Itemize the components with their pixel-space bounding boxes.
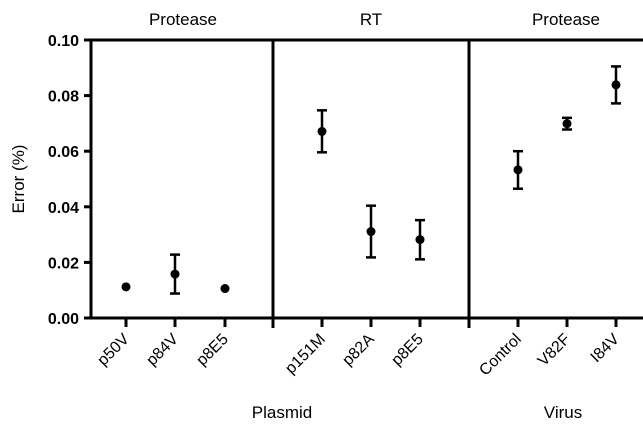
x-tick-label: Control xyxy=(476,331,524,379)
x-tick-label: V82F xyxy=(535,331,574,370)
group-label-virus: Virus xyxy=(544,403,582,422)
y-axis-label: Error (%) xyxy=(9,145,28,214)
y-tick-label: 0.00 xyxy=(48,311,79,328)
data-point xyxy=(366,227,376,237)
x-tick-label: I84V xyxy=(588,331,624,367)
y-tick-label: 0.04 xyxy=(48,200,79,217)
y-tick-label: 0.10 xyxy=(48,33,79,50)
data-points xyxy=(121,65,621,295)
data-point xyxy=(513,165,523,175)
y-tick-label: 0.02 xyxy=(48,255,79,272)
plot-frame xyxy=(89,38,643,328)
x-tick-label: p82A xyxy=(339,331,378,370)
y-ticks: 0.00 0.02 0.04 0.06 0.08 0.10 xyxy=(48,33,91,328)
x-tick-label: p151M xyxy=(282,331,329,378)
data-point xyxy=(121,282,131,292)
data-point xyxy=(220,284,230,294)
x-tick-label: p84V xyxy=(143,331,182,370)
group-label-plasmid: Plasmid xyxy=(252,403,312,422)
panel-titles: Protease RT Protease xyxy=(149,10,600,29)
x-tick-label: p8E5 xyxy=(193,331,232,370)
panel-title: Protease xyxy=(149,10,217,29)
data-point xyxy=(170,269,180,279)
x-tick-label: p50V xyxy=(94,331,133,370)
x-tick-label: p8E5 xyxy=(388,331,427,370)
panel-title: Protease xyxy=(532,10,600,29)
data-point xyxy=(611,80,621,90)
data-point xyxy=(317,126,327,136)
y-tick-label: 0.08 xyxy=(48,89,79,106)
data-point xyxy=(562,119,572,129)
data-point xyxy=(415,235,425,245)
y-tick-label: 0.06 xyxy=(48,144,79,161)
x-ticks: p50V p84V p8E5 p151M p82A p8E5 Control V82F I84V xyxy=(94,318,623,379)
panel-title: RT xyxy=(360,10,382,29)
